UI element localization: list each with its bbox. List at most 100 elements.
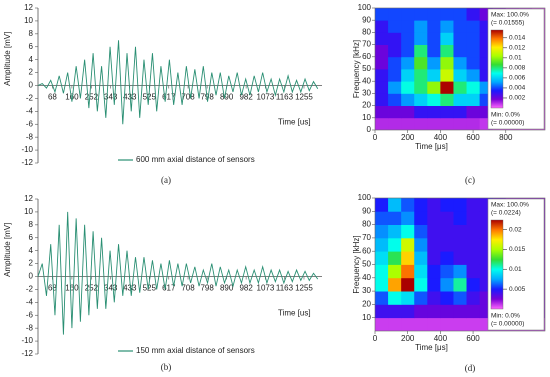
heatmap-cell bbox=[388, 291, 402, 305]
heatmap-cell bbox=[440, 277, 454, 292]
y-tick-label: 80 bbox=[362, 220, 371, 229]
heatmap-cell bbox=[427, 237, 441, 252]
heatmap-cell bbox=[388, 44, 402, 58]
y-tick-label: -8 bbox=[26, 323, 34, 332]
heatmap-cell bbox=[375, 264, 389, 279]
heatmap-cell bbox=[401, 105, 415, 119]
heatmap-cell bbox=[453, 8, 467, 21]
waveform bbox=[37, 211, 319, 335]
heatmap-cell bbox=[453, 81, 467, 94]
x-tick-label: 708 bbox=[181, 284, 195, 293]
heatmap-cell bbox=[388, 224, 402, 239]
heatmap-cell bbox=[466, 198, 481, 212]
y-tick-label: -6 bbox=[26, 119, 34, 128]
heatmap-cell bbox=[453, 211, 467, 225]
heatmap-cell bbox=[453, 304, 467, 319]
x-tick-label: 1255 bbox=[295, 93, 313, 102]
y-tick-label: 60 bbox=[362, 52, 371, 61]
x-tick-label: 400 bbox=[434, 133, 448, 142]
heatmap-cell bbox=[401, 81, 415, 94]
waveform bbox=[37, 40, 319, 125]
heatmap-cell bbox=[453, 32, 467, 45]
heatmap-cell bbox=[375, 251, 389, 265]
y-tick-label: 12 bbox=[24, 194, 33, 203]
max-value-label: (= 0.01555) bbox=[491, 20, 524, 27]
heatmap-cell bbox=[401, 93, 415, 106]
heatmap-cell bbox=[440, 198, 454, 212]
x-tick-label: 252 bbox=[85, 284, 99, 293]
y-tick-label: 4 bbox=[29, 246, 34, 255]
heatmap-cell bbox=[375, 291, 389, 305]
y-tick-label: 8 bbox=[29, 220, 34, 229]
x-tick-label: 200 bbox=[401, 133, 415, 142]
y-tick-label: 6 bbox=[29, 42, 34, 51]
heatmap-cell bbox=[466, 105, 481, 119]
y-tick-label: -4 bbox=[26, 106, 34, 115]
heatmap-cell bbox=[388, 8, 402, 21]
heatmap-cell bbox=[466, 277, 481, 292]
y-tick-label: 8 bbox=[29, 29, 34, 38]
x-tick-label: 0 bbox=[373, 334, 378, 343]
heatmap-cell bbox=[466, 8, 481, 21]
x-tick-label: 1163 bbox=[276, 93, 294, 102]
x-tick-label: 343 bbox=[104, 284, 118, 293]
heatmap-cell bbox=[414, 304, 428, 319]
heatmap-cell bbox=[414, 277, 428, 292]
y-tick-label: 50 bbox=[362, 64, 371, 73]
x-axis-label: Time [μs] bbox=[415, 343, 448, 352]
heatmap-cell bbox=[440, 56, 454, 70]
heatmap-cell bbox=[401, 20, 415, 33]
heatmap-cell bbox=[375, 20, 389, 33]
y-tick-label: 6 bbox=[29, 233, 34, 242]
x-tick-label: 800 bbox=[499, 133, 513, 142]
heatmap-cell bbox=[427, 224, 441, 239]
heatmap-cell bbox=[453, 224, 467, 239]
heatmap-cell bbox=[453, 237, 467, 252]
x-tick-label: 600 bbox=[466, 334, 480, 343]
x-tick-label: 0 bbox=[373, 133, 378, 142]
heatmap-cell bbox=[427, 304, 441, 319]
heatmap-cell bbox=[375, 56, 389, 70]
heatmap-cell bbox=[466, 56, 481, 70]
heatmap-cell bbox=[466, 32, 481, 45]
heatmap-cell bbox=[453, 69, 467, 82]
heatmap-cell bbox=[440, 117, 454, 130]
heatmap-cell bbox=[414, 251, 428, 265]
heatmap-cell bbox=[388, 304, 402, 319]
colorbar-tick-label: 0.012 bbox=[509, 45, 526, 52]
heatmap-cell bbox=[401, 8, 415, 21]
colorbar bbox=[490, 219, 504, 310]
heatmap-cell bbox=[375, 317, 389, 331]
heatmap-cell bbox=[466, 93, 481, 106]
heatmap-cell bbox=[427, 8, 441, 21]
heatmap-cell bbox=[375, 211, 389, 225]
x-tick-label: 617 bbox=[162, 284, 176, 293]
heatmap-cell bbox=[427, 117, 441, 130]
x-tick-label: 1255 bbox=[295, 284, 313, 293]
y-tick-label: 10 bbox=[24, 207, 33, 216]
panel-label: (c) bbox=[465, 175, 475, 185]
heatmap-cell bbox=[427, 56, 441, 70]
heatmap-cell bbox=[466, 44, 481, 58]
heatmap-cell bbox=[388, 198, 402, 212]
y-tick-label: -4 bbox=[26, 297, 34, 306]
x-tick-label: 890 bbox=[220, 93, 234, 102]
heatmap-cell bbox=[414, 93, 428, 106]
heatmap-cell bbox=[427, 69, 441, 82]
colorbar-tick-label: 0.015 bbox=[509, 246, 526, 253]
colorbar-tick-label: 0.005 bbox=[509, 286, 526, 293]
heatmap-cell bbox=[414, 117, 428, 130]
y-tick-label: 60 bbox=[362, 246, 371, 255]
y-axis-label: Frequency [kHz] bbox=[352, 235, 361, 293]
y-tick-label: 30 bbox=[362, 286, 371, 295]
heatmap-cell bbox=[453, 56, 467, 70]
heatmap-cell bbox=[388, 317, 402, 331]
heatmap-cell bbox=[401, 264, 415, 279]
colorbar bbox=[490, 29, 504, 109]
min-label: Min: 0.0% bbox=[491, 313, 520, 320]
y-tick-label: 2 bbox=[29, 259, 34, 268]
heatmap-cell bbox=[466, 224, 481, 239]
heatmap-cell bbox=[427, 317, 441, 331]
heatmap-cell bbox=[427, 251, 441, 265]
